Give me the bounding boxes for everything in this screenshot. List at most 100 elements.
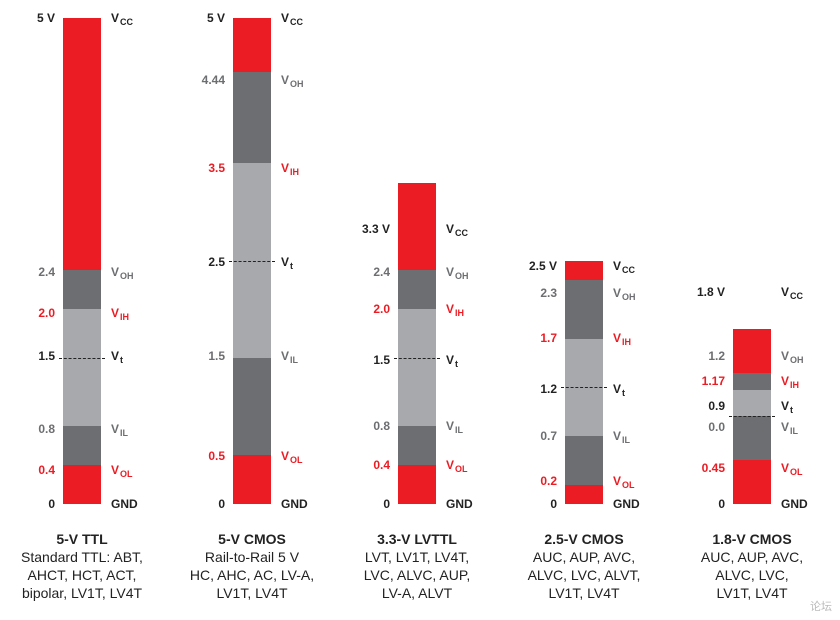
level-value-label: 1.5 <box>373 353 390 367</box>
voltage-band-dark-gray <box>63 270 101 310</box>
voltage-band-light-gray <box>565 338 603 436</box>
level-value-label: 0 <box>550 497 557 511</box>
device-family-list: LV-A, ALVT <box>381 585 453 601</box>
level-value-label: 0.7 <box>540 429 557 443</box>
level-value-label: 0.0 <box>708 420 725 434</box>
device-family-list: LVC, ALVC, AUP, <box>363 567 471 583</box>
voltage-band-light-gray <box>733 390 771 417</box>
family-title: 5-V CMOS <box>218 531 286 547</box>
family-title: 2.5-V CMOS <box>544 531 624 547</box>
voltage-band-dark-gray <box>233 71 271 164</box>
level-value-label: 1.7 <box>540 331 557 345</box>
level-value-label: 0.5 <box>208 449 225 463</box>
level-value-label: 0.4 <box>38 463 55 477</box>
level-value-label: 0.4 <box>373 458 390 472</box>
level-name-label: VIL <box>613 429 631 445</box>
level-value-label: 1.2 <box>540 382 557 396</box>
column-caption: 1.8-V CMOS AUC, AUP, AVC, ALVC, LVC, LV1T, … <box>670 530 834 602</box>
level-value-label: 2.5 <box>208 255 225 269</box>
level-value-label: 0.9 <box>708 399 725 413</box>
voltage-band-light-gray <box>63 309 101 427</box>
level-value-label: 1.8 V <box>696 285 725 299</box>
device-family-list: Standard TTL: ABT, <box>21 549 143 565</box>
family-title: 3.3-V LVTTL <box>377 531 457 547</box>
level-name-label: GND <box>446 497 473 511</box>
level-name-label: VCC <box>111 11 134 27</box>
level-value-label: 0 <box>718 497 725 511</box>
level-value-label: 0 <box>48 497 55 511</box>
level-value-label: 3.3 V <box>361 222 390 236</box>
voltage-band-dark-gray <box>733 416 771 461</box>
level-value-label: 5 V <box>36 11 55 25</box>
level-name-label: VCC <box>281 11 304 27</box>
level-value-label: 2.4 <box>38 265 55 279</box>
column-caption: 5-V CMOS Rail-to-Rail 5 V HC, AHC, AC, LV-… <box>170 530 334 602</box>
level-value-label: 2.4 <box>373 265 390 279</box>
level-value-label: 0 <box>383 497 390 511</box>
device-family-list: AHCT, HCT, ACT, <box>27 567 137 583</box>
voltage-band-light-gray <box>398 309 436 427</box>
level-value-label: 5 V <box>206 11 225 25</box>
voltage-band-dark-gray <box>63 426 101 466</box>
level-name-label: VOH <box>781 349 804 365</box>
threshold-line <box>229 260 275 262</box>
level-value-label: 3.5 <box>208 161 225 175</box>
level-value-label: 2.5 V <box>528 259 557 273</box>
voltage-band-red <box>733 328 771 373</box>
level-name-label: VIH <box>111 306 130 322</box>
level-name-label: VOH <box>111 265 134 281</box>
voltage-band-red <box>733 460 771 504</box>
device-family-list: Rail-to-Rail 5 V <box>204 549 300 565</box>
voltage-band-light-gray <box>233 163 271 359</box>
level-name-label: VIH <box>446 302 465 318</box>
device-family-list: LV1T, LV4T <box>548 585 620 601</box>
voltage-band-red <box>233 455 271 504</box>
voltage-band-dark-gray <box>398 426 436 466</box>
level-name-label: VCC <box>781 285 804 301</box>
level-value-label: 2.3 <box>540 286 557 300</box>
level-name-label: VOL <box>781 461 803 477</box>
device-family-list: AUC, AUP, AVC, <box>532 549 636 565</box>
level-name-label: Vt <box>281 255 294 271</box>
family-title: 1.8-V CMOS <box>712 531 792 547</box>
threshold-line <box>394 358 440 360</box>
level-value-label: 4.44 <box>201 73 225 87</box>
device-family-list: LVT, LV1T, LV4T, <box>364 549 470 565</box>
voltage-band-red <box>565 484 603 504</box>
voltage-band-dark-gray <box>398 270 436 310</box>
family-title: 5-V TTL <box>56 531 108 547</box>
level-name-label: GND <box>613 497 640 511</box>
level-name-label: Vt <box>781 399 794 415</box>
threshold-line <box>561 387 607 389</box>
level-value-label: 0 <box>218 497 225 511</box>
logic-family-column: 5 V VCC 4.44 VOH 3.5 VIH 2.5 Vt 1.5 VIL 0.5 VOL 0 GND… <box>170 0 340 620</box>
device-family-list: AUC, AUP, AVC, <box>700 549 804 565</box>
logic-family-column: 3.3 V VCC 2.4 VOH 2.0 VIH 1.5 Vt 0.8 VIL 0.4 VOL 0 GN… <box>335 0 505 620</box>
voltage-band-red <box>565 260 603 281</box>
level-value-label: 2.0 <box>373 302 390 316</box>
watermark: 论坛 <box>810 601 832 613</box>
voltage-band-red <box>63 465 101 504</box>
level-value-label: 1.2 <box>708 349 725 363</box>
level-value-label: 0.45 <box>701 461 725 475</box>
voltage-band-red <box>233 17 271 72</box>
level-name-label: Vt <box>111 349 124 365</box>
voltage-band-dark-gray <box>565 435 603 485</box>
level-name-label: VIH <box>281 161 300 177</box>
level-name-label: VIL <box>446 419 464 435</box>
device-family-list: LV1T, LV4T <box>216 585 288 601</box>
voltage-band-dark-gray <box>565 280 603 339</box>
level-name-label: VOH <box>613 286 636 302</box>
voltage-band-dark-gray <box>733 372 771 391</box>
device-family-list: HC, AHC, AC, LV-A, <box>189 567 315 583</box>
level-value-label: 2.0 <box>38 306 55 320</box>
voltage-band-red <box>398 182 436 271</box>
logic-family-column: 5 V VCC 2.4 VOH 2.0 VIH 1.5 Vt 0.8 VIL 0.4 VOL 0 GND 5… <box>0 0 170 620</box>
level-name-label: GND <box>111 497 138 511</box>
level-name-label: VOL <box>613 474 635 490</box>
level-value-label: 0.8 <box>38 422 55 436</box>
column-caption: 3.3-V LVTTL LVT, LV1T, LV4T, LVC, ALVC, AU… <box>335 530 499 602</box>
level-name-label: VIH <box>781 374 800 390</box>
level-value-label: 1.5 <box>208 349 225 363</box>
level-name-label: VIL <box>111 422 129 438</box>
